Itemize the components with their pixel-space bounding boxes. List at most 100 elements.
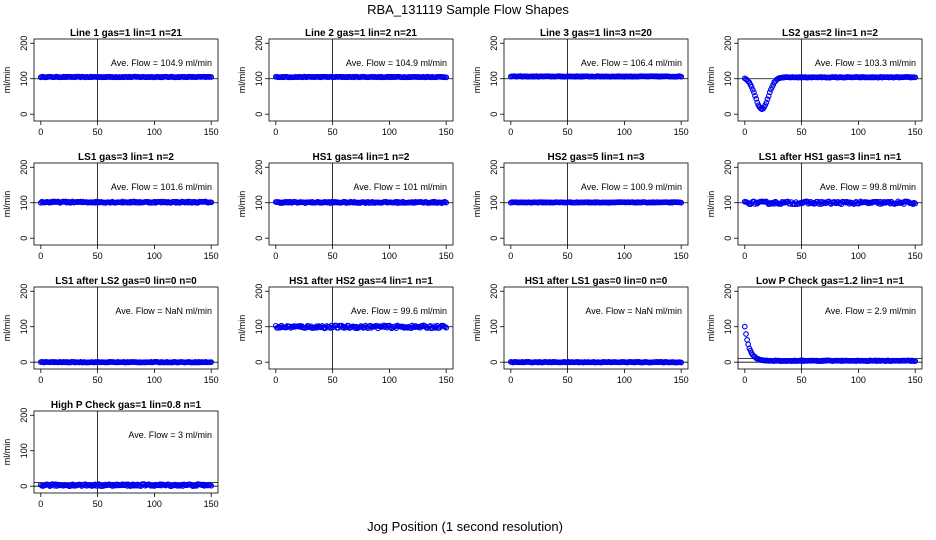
panels-grid: Line 1 gas=1 lin=1 n=21 0 100 200 ml/min 0 50 1… [2, 28, 923, 509]
x-tick-label: 50 [797, 251, 807, 261]
x-tick-label: 150 [908, 127, 923, 137]
y-tick-label: 100 [19, 195, 29, 210]
x-tick-label: 100 [147, 499, 162, 509]
x-tick-label: 100 [851, 251, 866, 261]
panel-3: Line 3 gas=1 lin=3 n=20 0 100 200 ml/min 0 50 1… [472, 28, 689, 137]
data-series [272, 322, 450, 332]
data-point [207, 481, 213, 488]
y-axis-label: ml/min [472, 315, 482, 342]
x-axis-label: Jog Position (1 second resolution) [367, 519, 563, 534]
plot-frame [737, 162, 923, 246]
data-point [208, 199, 215, 206]
annotation-ave-flow: Ave. Flow = 99.8 ml/min [820, 182, 916, 192]
data-point [443, 199, 450, 206]
y-tick-label: 100 [19, 71, 29, 86]
y-tick-label: 0 [254, 360, 264, 365]
data-point [678, 73, 685, 80]
y-tick-label: 100 [254, 319, 264, 334]
x-tick-label: 100 [851, 375, 866, 385]
x-tick-label: 50 [328, 375, 338, 385]
y-tick-label: 200 [489, 160, 499, 175]
x-tick-label: 150 [908, 251, 923, 261]
x-tick-label: 100 [617, 127, 632, 137]
x-tick-label: 100 [382, 375, 397, 385]
panel-title: LS1 after LS2 gas=0 lin=0 n=0 [55, 276, 197, 287]
y-tick-label: 0 [19, 112, 29, 117]
y-tick-label: 0 [723, 112, 733, 117]
y-axis-label: ml/min [706, 191, 716, 218]
plot-frame [33, 410, 219, 494]
y-tick-label: 100 [254, 195, 264, 210]
x-tick-label: 150 [204, 499, 219, 509]
x-tick-label: 50 [93, 375, 103, 385]
panel-title: LS1 gas=3 lin=1 n=2 [78, 152, 174, 163]
x-tick-label: 0 [508, 251, 513, 261]
data-point [443, 324, 450, 331]
x-tick-label: 0 [273, 127, 278, 137]
x-tick-label: 100 [147, 375, 162, 385]
y-tick-label: 100 [19, 443, 29, 458]
y-tick-label: 200 [254, 284, 264, 299]
data-point [910, 201, 916, 207]
plot-frame [268, 162, 454, 246]
panel-7: HS2 gas=5 lin=1 n=3 0 100 200 ml/min 0 50 100 15… [472, 152, 689, 261]
y-axis-label: ml/min [237, 315, 247, 342]
x-tick-label: 0 [508, 127, 513, 137]
data-point [747, 347, 754, 354]
y-axis-label: ml/min [237, 67, 247, 94]
data-point [741, 323, 748, 330]
panel-6: HS1 gas=4 lin=1 n=2 0 100 200 ml/min 0 50 100 15… [237, 152, 454, 261]
data-point [208, 482, 215, 489]
panel-8: LS1 after HS1 gas=3 lin=1 n=1 0 100 200 ml/m… [706, 152, 923, 261]
x-tick-label: 150 [204, 251, 219, 261]
y-tick-label: 0 [19, 484, 29, 489]
panel-9: LS1 after LS2 gas=0 lin=0 n=0 0 100 200 ml/m… [2, 276, 219, 385]
x-tick-label: 50 [328, 251, 338, 261]
data-series [37, 73, 215, 81]
annotation-ave-flow: Ave. Flow = 106.4 ml/min [581, 58, 682, 68]
x-tick-label: 50 [797, 375, 807, 385]
y-tick-label: 200 [19, 408, 29, 423]
data-point [754, 99, 761, 106]
x-tick-label: 100 [851, 127, 866, 137]
data-point [912, 200, 919, 207]
y-axis-label: ml/min [706, 67, 716, 94]
data-point [208, 359, 215, 365]
x-tick-label: 150 [439, 251, 454, 261]
data-series [37, 198, 215, 206]
data-series [272, 73, 450, 81]
data-series [507, 73, 685, 80]
annotation-ave-flow: Ave. Flow = 101.6 ml/min [111, 182, 212, 192]
data-point [744, 337, 750, 343]
x-tick-label: 50 [93, 251, 103, 261]
panel-title: Low P Check gas=1.2 lin=1 n=1 [756, 276, 904, 287]
y-tick-label: 200 [723, 284, 733, 299]
y-tick-label: 100 [723, 71, 733, 86]
x-tick-label: 0 [38, 499, 43, 509]
main-title: RBA_131119 Sample Flow Shapes [367, 2, 569, 17]
data-point [751, 89, 757, 96]
panel-title: Line 2 gas=1 lin=2 n=21 [305, 28, 417, 39]
data-series [37, 358, 215, 366]
data-point [678, 359, 685, 366]
panel-1: Line 1 gas=1 lin=1 n=21 0 100 200 ml/min 0 50 1… [2, 28, 219, 137]
x-tick-label: 100 [617, 375, 632, 385]
data-point [764, 96, 771, 103]
x-tick-label: 0 [38, 251, 43, 261]
y-tick-label: 100 [489, 71, 499, 86]
y-tick-label: 0 [254, 236, 264, 241]
annotation-ave-flow: Ave. Flow = 99.6 ml/min [351, 306, 447, 316]
y-tick-label: 200 [19, 36, 29, 51]
panel-title: LS1 after HS1 gas=3 lin=1 n=1 [759, 152, 902, 163]
panel-title: LS2 gas=2 lin=1 n=2 [782, 28, 878, 39]
y-axis-label: ml/min [706, 315, 716, 342]
x-tick-label: 100 [147, 251, 162, 261]
y-tick-label: 200 [254, 160, 264, 175]
y-tick-label: 200 [723, 160, 733, 175]
y-tick-label: 0 [723, 360, 733, 365]
data-point [752, 93, 758, 99]
x-tick-label: 0 [273, 375, 278, 385]
panel-2: Line 2 gas=1 lin=2 n=21 0 100 200 ml/min 0 50 1… [237, 28, 454, 137]
x-tick-label: 50 [797, 127, 807, 137]
y-axis-label: ml/min [2, 315, 12, 342]
